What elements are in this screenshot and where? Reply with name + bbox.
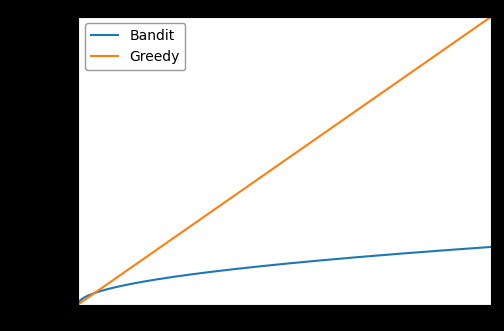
- Bandit: [359, 255, 365, 259]
- Greedy: [397, 78, 403, 82]
- Greedy: [359, 105, 365, 109]
- Greedy: [75, 303, 81, 307]
- Greedy: [405, 73, 411, 77]
- Bandit: [257, 264, 263, 268]
- Greedy: [488, 15, 494, 19]
- Bandit: [117, 284, 123, 288]
- Greedy: [117, 273, 123, 277]
- Bandit: [397, 252, 403, 256]
- Bandit: [488, 245, 494, 249]
- Line: Bandit: Bandit: [78, 247, 491, 305]
- Greedy: [242, 186, 248, 190]
- Bandit: [242, 266, 248, 270]
- Bandit: [75, 303, 81, 307]
- Greedy: [257, 176, 263, 180]
- Bandit: [405, 251, 411, 255]
- Legend: Bandit, Greedy: Bandit, Greedy: [85, 24, 185, 70]
- Line: Greedy: Greedy: [78, 17, 491, 305]
